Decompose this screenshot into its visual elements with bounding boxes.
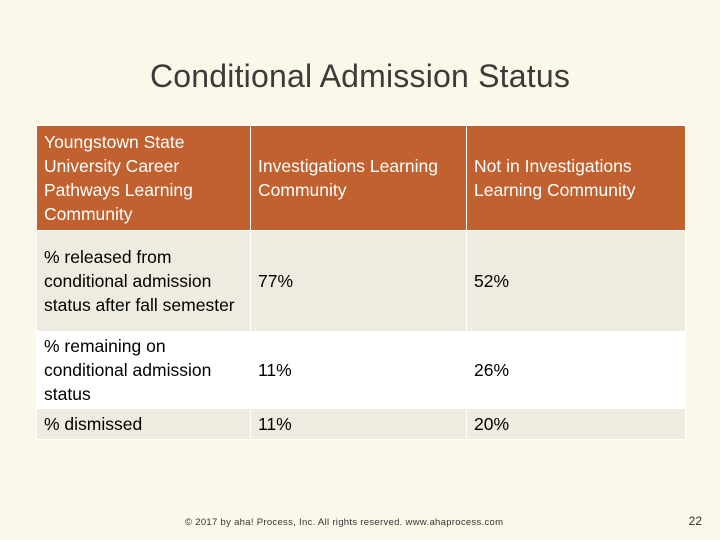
cell-not-investigations: 20% <box>466 408 686 440</box>
table-header-row: Youngstown State University Career Pathw… <box>36 125 686 231</box>
header-investigations: Investigations Learning Community <box>250 125 467 231</box>
row-label: % released from conditional admission st… <box>36 230 251 332</box>
cell-investigations: 77% <box>250 230 467 332</box>
cell-not-investigations: 26% <box>466 331 686 409</box>
copyright-footer: © 2017 by aha! Process, Inc. All rights … <box>185 517 504 528</box>
cell-investigations: 11% <box>250 331 467 409</box>
row-label: % dismissed <box>36 408 251 440</box>
table-row: % remaining on conditional admission sta… <box>36 331 686 409</box>
cell-investigations: 11% <box>250 408 467 440</box>
page-number: 22 <box>688 514 702 528</box>
table-row: % released from conditional admission st… <box>36 230 686 332</box>
header-not-investigations: Not in Investigations Learning Community <box>466 125 686 231</box>
header-learning-community: Youngstown State University Career Pathw… <box>36 125 251 231</box>
admission-status-table: Youngstown State University Career Pathw… <box>36 125 686 440</box>
row-label: % remaining on conditional admission sta… <box>36 331 251 409</box>
cell-not-investigations: 52% <box>466 230 686 332</box>
table-row: % dismissed 11% 20% <box>36 408 686 440</box>
slide-title: Conditional Admission Status <box>149 58 571 94</box>
